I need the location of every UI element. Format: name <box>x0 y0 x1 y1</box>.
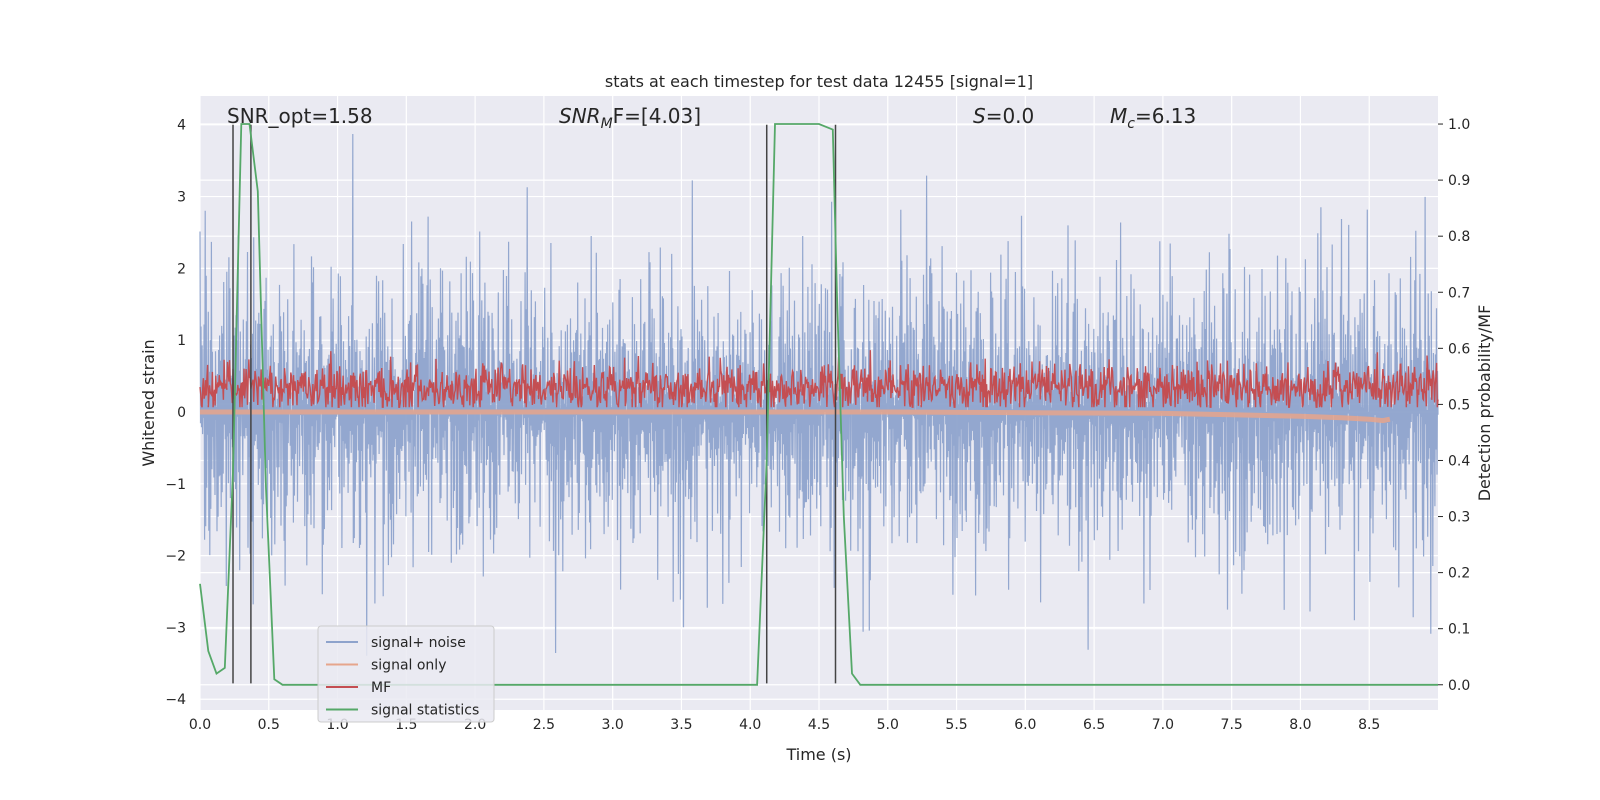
y-tick-label: 1 <box>177 333 186 349</box>
y2-tick-label: 0.5 <box>1448 397 1470 413</box>
y-tick-label: −3 <box>165 620 186 636</box>
y-tick-label: 3 <box>177 190 186 206</box>
y2-axis-label: Detection probability/MF <box>1475 305 1494 502</box>
x-tick-label: 6.0 <box>1014 717 1036 733</box>
x-tick-label: 4.5 <box>808 717 830 733</box>
y2-tick-label: 0.4 <box>1448 453 1470 469</box>
x-axis-label: Time (s) <box>785 745 851 764</box>
x-tick-label: 2.5 <box>533 717 555 733</box>
annotation-s: S=0.0 <box>973 104 1034 128</box>
legend-entry-label: signal+ noise <box>371 635 466 651</box>
x-tick-label: 5.0 <box>877 717 899 733</box>
y-tick-label: −2 <box>165 549 186 565</box>
chart-title: stats at each timestep for test data 124… <box>605 72 1033 91</box>
y2-tick-label: 0.3 <box>1448 510 1470 526</box>
annotation-snr-mf: SNRMF=[4.03] <box>559 104 701 132</box>
series-signal-only <box>200 409 1391 424</box>
series-line-mf <box>199 350 1439 408</box>
y-axis-label: Whitened strain <box>139 339 158 466</box>
x-tick-label: 3.0 <box>602 717 624 733</box>
legend-entry-label: MF <box>371 680 391 696</box>
y2-tick-label: 0.7 <box>1448 285 1470 301</box>
legend-entry-label: signal only <box>371 658 446 674</box>
series-signal-statistics <box>199 123 1438 686</box>
annotation-snr-opt: SNR_opt=1.58 <box>227 104 373 128</box>
series-line-signal-statistics <box>199 123 1438 686</box>
x-tick-label: 3.5 <box>670 717 692 733</box>
x-tick-label: 8.5 <box>1358 717 1380 733</box>
y2-tick-label: 1.0 <box>1448 117 1470 133</box>
x-tick-label: 4.0 <box>739 717 761 733</box>
series-mf <box>199 350 1439 408</box>
x-tick-label: 7.5 <box>1221 717 1243 733</box>
y-tick-label: 2 <box>177 261 186 277</box>
ticks: 0.0 0.5 1.0 1.5 2.0 2.5 3.0 3.5 4.0 4.5 5.0 5.5 6.0 6… <box>165 117 1470 733</box>
y2-tick-label: 0.6 <box>1448 341 1470 357</box>
x-tick-label: 6.5 <box>1083 717 1105 733</box>
series-line-signal-only <box>200 409 1391 424</box>
y-tick-label: 4 <box>177 118 186 134</box>
legend-box <box>317 625 495 723</box>
y2-tick-label: 0.0 <box>1448 678 1470 694</box>
legend: signal+ noise signal only MF signal statist… <box>317 625 495 723</box>
y2-tick-label: 0.2 <box>1448 566 1470 582</box>
annotation-mc: Mc=6.13 <box>1110 104 1196 132</box>
y2-tick-label: 0.8 <box>1448 229 1470 245</box>
x-tick-label: 0.0 <box>189 717 211 733</box>
legend-entry-label: signal statistics <box>371 703 479 719</box>
x-tick-label: 8.0 <box>1289 717 1311 733</box>
x-tick-label: 7.0 <box>1152 717 1174 733</box>
y2-tick-label: 0.9 <box>1448 173 1470 189</box>
y-tick-label: 0 <box>177 405 186 421</box>
y-tick-label: −1 <box>165 477 186 493</box>
y2-tick-label: 0.1 <box>1448 622 1470 638</box>
x-tick-label: 5.5 <box>945 717 967 733</box>
y-tick-label: −4 <box>165 692 186 708</box>
x-tick-label: 0.5 <box>258 717 280 733</box>
